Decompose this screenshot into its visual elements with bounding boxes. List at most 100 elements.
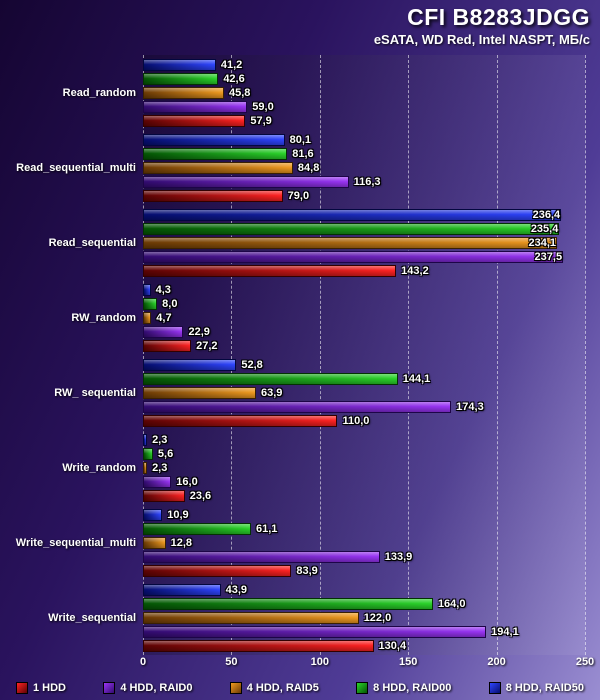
- legend-label: 8 HDD, RAID00: [373, 682, 452, 694]
- bar-row: 174,3: [143, 400, 585, 413]
- bar-8-hdd-raid50: [143, 208, 561, 221]
- category-label: RW_random: [71, 311, 136, 324]
- bar-value-label: 4,3: [155, 283, 171, 296]
- bar-row: 110,0: [143, 414, 585, 427]
- bar-value-label: 143,2: [401, 264, 429, 277]
- bar-row: 4,3: [143, 283, 585, 296]
- bar-value-label: 83,9: [296, 564, 318, 577]
- bar-stack: 80,1 81,6 84,8 116,3 79,0: [143, 130, 585, 205]
- bar-stack: 10,9 61,1 12,8 133,9 83,9: [143, 505, 585, 580]
- bar-value-label: 61,1: [256, 522, 278, 535]
- bar-4-hdd-raid5: [143, 311, 152, 324]
- x-tick-label: 150: [399, 656, 418, 668]
- bar-value-label: 43,9: [225, 583, 248, 596]
- bar-row: 2,3: [143, 461, 585, 474]
- bar-4-hdd-raid0: [143, 475, 172, 488]
- legend-swatch-icon: [488, 682, 501, 694]
- bar-row: 5,6: [143, 447, 585, 460]
- bar-4-hdd-raid0: [143, 100, 248, 113]
- bar-row: 12,8: [143, 536, 585, 549]
- bar-row: 133,9: [143, 550, 585, 563]
- legend-label: 1 HDD: [33, 682, 67, 694]
- bar-row: 81,6: [143, 147, 585, 160]
- bar-value-label: 79,0: [287, 189, 310, 202]
- bar-1-hdd: [143, 264, 397, 277]
- bar-value-label: 5,6: [157, 447, 174, 460]
- bar-value-label: 2,3: [152, 461, 168, 474]
- bar-1-hdd: [143, 114, 246, 127]
- bar-4-hdd-raid5: [143, 386, 256, 399]
- bar-stack: 236,4 235,4 234,1 237,5 143,2: [143, 205, 585, 280]
- gridline: [231, 55, 233, 655]
- bar-8-hdd-raid50: [143, 508, 163, 521]
- bar-1-hdd: [143, 489, 185, 502]
- bar-row: 16,0: [143, 475, 585, 488]
- bar-4-hdd-raid5: [143, 611, 359, 624]
- category-label: Read_sequential: [48, 236, 136, 249]
- bar-group-write-sequential: Write_sequential 43,9 164,0 122,0 194,1 130,4: [0, 580, 600, 655]
- bar-value-label: 52,8: [241, 358, 263, 371]
- gridline: [585, 55, 586, 655]
- bar-4-hdd-raid5: [143, 461, 148, 474]
- bar-8-hdd-raid00: [143, 72, 219, 85]
- bar-row: 52,8: [143, 358, 585, 371]
- bar-row: 27,2: [143, 339, 585, 352]
- bar-stack: 52,8 144,1 63,9 174,3 110,0: [143, 355, 585, 430]
- category-label: Write_sequential_multi: [15, 536, 136, 549]
- bar-value-label: 84,8: [297, 161, 320, 174]
- bar-8-hdd-raid50: [143, 133, 285, 146]
- bar-groups: Read_random 41,2 42,6 45,8 59,0 57,9 Read_sequ…: [0, 55, 600, 655]
- bar-stack: 41,2 42,6 45,8 59,0 57,9: [143, 55, 585, 130]
- bar-value-label: 237,5: [534, 250, 563, 263]
- category-label: RW_ sequential: [54, 386, 136, 399]
- bar-row: 144,1: [143, 372, 585, 385]
- bar-4-hdd-raid5: [143, 161, 293, 174]
- bar-row: 10,9: [143, 508, 585, 521]
- bar-value-label: 27,2: [196, 339, 218, 352]
- legend-swatch-icon: [103, 682, 116, 694]
- bar-value-label: 59,0: [252, 100, 274, 113]
- bar-4-hdd-raid0: [143, 400, 452, 413]
- bar-row: 235,4: [143, 222, 585, 235]
- category-label: Write_sequential: [48, 611, 136, 624]
- bar-row: 234,1: [143, 236, 585, 249]
- bar-value-label: 42,6: [223, 72, 245, 85]
- x-tick-label: 250: [575, 656, 595, 668]
- chart-area: Read_random 41,2 42,6 45,8 59,0 57,9 Read_sequ…: [0, 55, 600, 655]
- bar-value-label: 110,0: [342, 414, 370, 427]
- bar-value-label: 80,1: [289, 133, 312, 146]
- category-label: Read_random: [62, 86, 136, 99]
- bar-8-hdd-raid50: [143, 583, 221, 596]
- bar-row: 237,5: [143, 250, 585, 263]
- bar-value-label: 2,3: [152, 433, 168, 446]
- bar-4-hdd-raid5: [143, 236, 557, 249]
- bar-8-hdd-raid00: [143, 522, 252, 535]
- bar-8-hdd-raid00: [143, 597, 433, 610]
- legend-swatch-icon: [229, 682, 242, 694]
- x-tick-label: 200: [487, 656, 506, 668]
- legend-swatch-icon: [356, 682, 369, 694]
- chart-subtitle: eSATA, WD Red, Intel NASPT, МБ/с: [373, 32, 590, 47]
- bar-row: 116,3: [143, 175, 585, 188]
- bar-row: 59,0: [143, 100, 585, 113]
- bar-8-hdd-raid50: [143, 358, 237, 371]
- bar-group-read-sequential-multi: Read_sequential_multi 80,1 81,6 84,8 116,3 79…: [0, 130, 600, 205]
- legend-swatch-icon: [16, 682, 28, 694]
- bar-stack: 4,3 8,0 4,7 22,9 27,2: [143, 280, 585, 355]
- bar-group-read-sequential: Read_sequential 236,4 235,4 234,1 237,5 143,2: [0, 205, 600, 280]
- bar-8-hdd-raid00: [143, 147, 288, 160]
- chart-title: CFI B8283JDGG: [407, 4, 590, 30]
- legend-label: 4 HDD, RAID0: [120, 682, 193, 694]
- bar-value-label: 235,4: [530, 222, 559, 235]
- bar-row: 8,0: [143, 297, 585, 310]
- bar-value-label: 16,0: [176, 475, 198, 488]
- bar-value-label: 116,3: [353, 175, 381, 188]
- gridline: [143, 55, 144, 655]
- bar-row: 63,9: [143, 386, 585, 399]
- bar-value-label: 81,6: [292, 147, 314, 160]
- bar-value-label: 4,7: [156, 311, 172, 324]
- bar-4-hdd-raid0: [143, 250, 563, 263]
- legend-item-8-hdd-raid00: 8 HDD, RAID00: [356, 682, 451, 694]
- bar-group-rw-random: RW_random 4,3 8,0 4,7 22,9 27,2: [0, 280, 600, 355]
- legend-label: 8 HDD, RAID50: [505, 682, 584, 694]
